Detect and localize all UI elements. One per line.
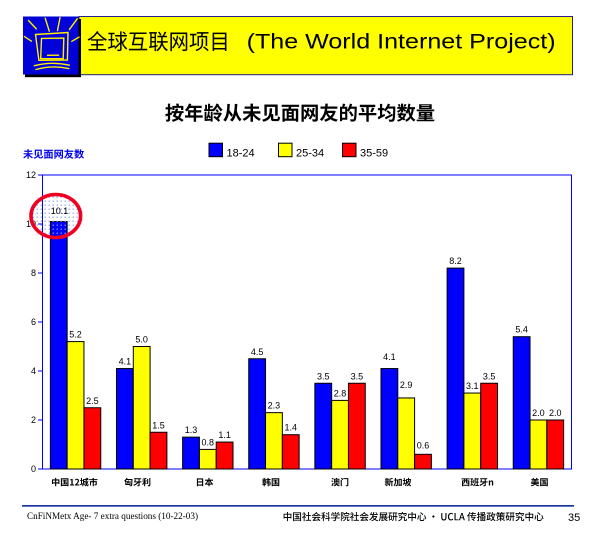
svg-text:3.5: 3.5 — [351, 371, 364, 381]
svg-text:2.0: 2.0 — [532, 408, 545, 418]
svg-text:35-59: 35-59 — [360, 147, 388, 159]
svg-text:5.0: 5.0 — [135, 335, 148, 345]
svg-text:8: 8 — [31, 268, 36, 278]
svg-text:2.8: 2.8 — [334, 388, 347, 398]
svg-text:2.9: 2.9 — [400, 380, 413, 390]
svg-text:12: 12 — [26, 170, 36, 180]
svg-text:18-24: 18-24 — [227, 147, 255, 159]
svg-text:4.1: 4.1 — [383, 352, 396, 362]
svg-text:2.5: 2.5 — [86, 396, 99, 406]
svg-text:1.5: 1.5 — [152, 420, 165, 430]
svg-text:(The World Internet Project): (The World Internet Project) — [247, 31, 556, 54]
svg-text:4.5: 4.5 — [251, 347, 264, 357]
svg-text:1.4: 1.4 — [284, 423, 297, 433]
svg-text:1.3: 1.3 — [185, 425, 198, 435]
svg-text:0.8: 0.8 — [202, 437, 215, 447]
svg-text:2.0: 2.0 — [549, 408, 562, 418]
svg-text:4: 4 — [31, 366, 36, 376]
svg-text:8.2: 8.2 — [449, 256, 462, 266]
svg-text:5.2: 5.2 — [69, 330, 82, 340]
svg-text:3.1: 3.1 — [466, 381, 479, 391]
svg-text:2.3: 2.3 — [268, 401, 281, 411]
svg-text:2: 2 — [31, 415, 36, 425]
svg-text:CnFiNMetx Age- 7 extra questio: CnFiNMetx Age- 7 extra questions (10-22-… — [27, 511, 198, 522]
svg-text:5.4: 5.4 — [515, 325, 528, 335]
svg-text:10.1: 10.1 — [51, 206, 69, 216]
svg-text:0.6: 0.6 — [417, 440, 430, 450]
svg-text:0: 0 — [31, 464, 36, 474]
svg-text:3.5: 3.5 — [317, 371, 330, 381]
svg-text:25-34: 25-34 — [296, 147, 324, 159]
svg-text:35: 35 — [568, 512, 580, 524]
svg-text:4.1: 4.1 — [119, 357, 132, 367]
svg-text:3.5: 3.5 — [483, 371, 496, 381]
svg-text:6: 6 — [31, 317, 36, 327]
svg-text:1.1: 1.1 — [218, 430, 231, 440]
